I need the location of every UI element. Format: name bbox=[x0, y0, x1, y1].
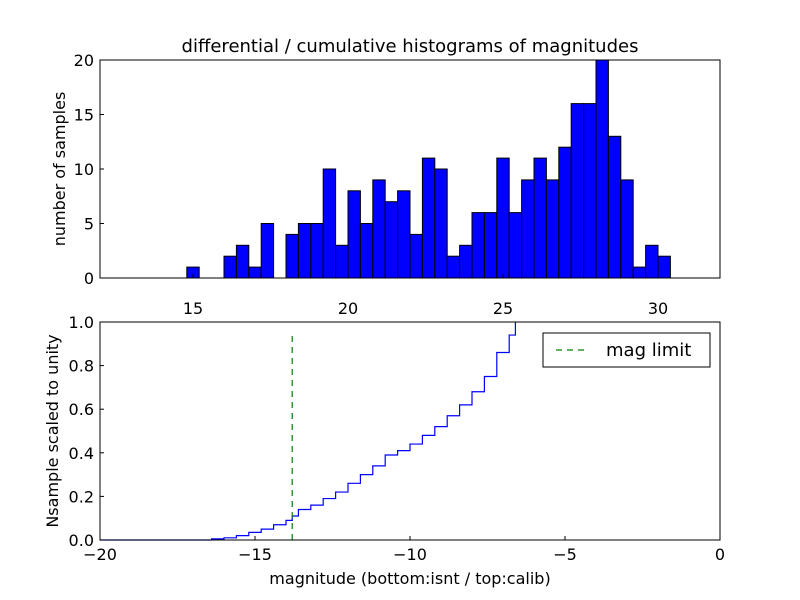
histogram-bar bbox=[297, 223, 312, 279]
histogram-bar bbox=[496, 157, 510, 279]
bottom-x-axis-label: magnitude (bottom:isnt / top:calib) bbox=[269, 569, 550, 588]
histogram-bar bbox=[521, 179, 535, 279]
histogram-bar bbox=[260, 223, 275, 279]
histogram-bar bbox=[533, 157, 547, 279]
top-y-tick-label: 15 bbox=[74, 106, 94, 125]
histogram-bar bbox=[595, 59, 609, 279]
legend: mag limit bbox=[542, 332, 711, 368]
bottom-x-tick-label: −20 bbox=[83, 545, 117, 564]
histogram-bar bbox=[421, 157, 436, 279]
top-x-tick-label: 20 bbox=[338, 299, 358, 318]
bottom-panel: −20 −15 −10 −5 0 0.0 0.2 0.4 0.6 0.8 1.0 magnitude… bbox=[43, 313, 725, 588]
histogram-bar bbox=[347, 190, 361, 279]
histogram-bar bbox=[310, 223, 324, 279]
histogram-bar bbox=[632, 266, 647, 279]
top-x-tick-label: 30 bbox=[648, 299, 668, 318]
top-axis-ticks: 15 20 25 30 0 5 10 15 20 bbox=[74, 51, 669, 318]
histogram-bar bbox=[570, 103, 585, 279]
histogram-bar bbox=[583, 103, 597, 279]
histogram-bar bbox=[645, 244, 659, 279]
top-chart-title: differential / cumulative histograms of … bbox=[182, 36, 639, 57]
bottom-y-tick-label: 0.4 bbox=[69, 444, 94, 463]
histogram-bar bbox=[223, 255, 237, 279]
histogram-bar bbox=[409, 233, 423, 279]
histogram-bar bbox=[545, 179, 560, 279]
bottom-x-tick-label: −15 bbox=[238, 545, 272, 564]
top-histogram-bars bbox=[186, 59, 671, 279]
histogram-bar bbox=[446, 255, 461, 279]
histogram-bar bbox=[248, 266, 262, 279]
bottom-x-tick-label: −5 bbox=[553, 545, 577, 564]
bottom-x-tick-label: 0 bbox=[715, 545, 725, 564]
bottom-y-axis-label: Nsample scaled to unity bbox=[43, 334, 62, 527]
top-plot-frame bbox=[99, 59, 721, 279]
bottom-y-tick-label: 0.2 bbox=[69, 487, 94, 506]
histogram-bar bbox=[322, 168, 337, 279]
top-x-tick-label: 25 bbox=[493, 299, 513, 318]
cumulative-step-line bbox=[100, 322, 517, 541]
histogram-bar bbox=[558, 146, 572, 279]
histogram-bar bbox=[471, 212, 485, 279]
histogram-bar bbox=[483, 212, 498, 279]
top-y-tick-label: 10 bbox=[74, 160, 94, 179]
top-y-tick-label: 20 bbox=[74, 51, 94, 70]
bottom-axis-ticks: −20 −15 −10 −5 0 0.0 0.2 0.4 0.6 0.8 1.0 bbox=[69, 313, 726, 564]
histogram-bar bbox=[459, 244, 473, 279]
histogram-bar bbox=[434, 168, 448, 279]
histogram-bar bbox=[607, 135, 622, 279]
bottom-y-tick-label: 0.8 bbox=[69, 357, 94, 376]
bottom-x-tick-label: −10 bbox=[393, 545, 427, 564]
bottom-y-tick-label: 1.0 bbox=[69, 313, 94, 332]
bottom-y-tick-label: 0.6 bbox=[69, 400, 94, 419]
histogram-bar bbox=[508, 212, 523, 279]
histogram-bar bbox=[359, 223, 374, 279]
histogram-bar bbox=[372, 179, 386, 279]
top-x-tick-label: 15 bbox=[183, 299, 203, 318]
histogram-bar bbox=[620, 179, 634, 279]
histogram-bar bbox=[285, 233, 299, 279]
top-y-axis-label: number of samples bbox=[50, 92, 69, 247]
histogram-bar bbox=[657, 255, 671, 279]
legend-label-mag-limit: mag limit bbox=[606, 340, 691, 361]
histogram-bar bbox=[235, 244, 250, 279]
bottom-plot-frame bbox=[99, 321, 721, 541]
histogram-bar bbox=[397, 190, 411, 279]
histogram-bar bbox=[335, 244, 349, 279]
top-y-tick-label: 5 bbox=[84, 215, 94, 234]
bottom-series-lines bbox=[100, 322, 517, 541]
histogram-bar bbox=[384, 201, 399, 279]
bottom-y-tick-label: 0.0 bbox=[69, 531, 94, 550]
top-panel: differential / cumulative histograms of … bbox=[50, 36, 721, 318]
top-y-tick-label: 0 bbox=[84, 269, 94, 288]
